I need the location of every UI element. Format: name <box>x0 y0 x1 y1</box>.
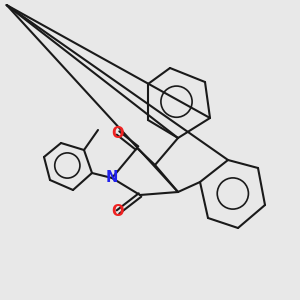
Text: N: N <box>106 170 118 185</box>
Text: O: O <box>112 125 124 140</box>
Text: O: O <box>112 205 124 220</box>
